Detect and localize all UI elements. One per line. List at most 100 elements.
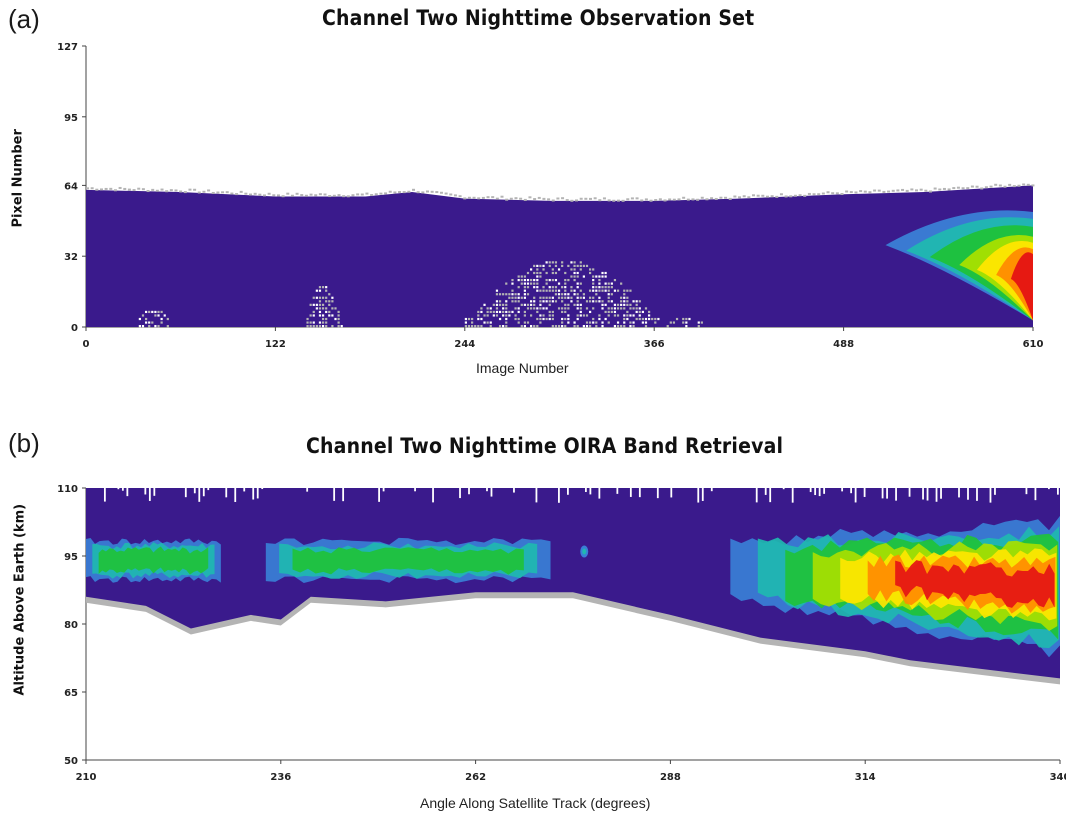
boundary-noise-a	[588, 197, 592, 200]
top-edge-spike-b	[144, 487, 147, 495]
boundary-noise-a	[262, 194, 266, 197]
boundary-noise-a	[272, 194, 276, 197]
boundary-noise-a	[449, 193, 453, 196]
top-edge-spike-b	[153, 487, 156, 496]
boundary-noise-a	[807, 192, 811, 195]
boundary-noise-a	[980, 187, 984, 190]
boundary-noise-a	[928, 190, 932, 193]
boundary-noise-a	[230, 192, 234, 195]
top-edge-spike-b	[513, 487, 515, 493]
boundary-noise-a	[626, 198, 630, 201]
top-edge-spike-b	[710, 487, 713, 492]
boundary-noise-a	[491, 196, 495, 199]
boundary-noise-a	[309, 193, 313, 196]
boundary-noise-a	[924, 189, 928, 192]
boundary-noise-a	[374, 193, 378, 196]
top-edge-spike-b	[103, 487, 106, 502]
top-edge-spike-b	[926, 487, 929, 501]
boundary-noise-a	[887, 190, 891, 193]
boundary-noise-a	[598, 199, 602, 202]
band-layer-b-2-6	[895, 560, 1055, 608]
noise-region-a-3	[666, 317, 703, 328]
panel-label-a: (a)	[8, 4, 40, 34]
boundary-noise-a	[863, 190, 867, 193]
boundary-noise-a	[644, 198, 648, 201]
x-tick-label-a-1: 122	[265, 339, 286, 350]
boundary-noise-a	[155, 189, 159, 192]
boundary-noise-a	[314, 194, 318, 197]
boundary-noise-a	[188, 188, 192, 191]
boundary-noise-a	[1003, 185, 1007, 188]
boundary-noise-a	[202, 190, 206, 193]
boundary-noise-a	[244, 192, 248, 195]
boundary-noise-a	[1017, 184, 1021, 187]
boundary-noise-a	[831, 192, 835, 195]
boundary-noise-a	[915, 189, 919, 192]
boundary-noise-a	[635, 197, 639, 200]
x-tick-label-a-3: 366	[644, 339, 665, 350]
top-edge-spike-b	[994, 487, 996, 495]
boundary-noise-a	[141, 188, 145, 191]
noise-region-a-2	[464, 261, 660, 328]
top-edge-spike-b	[881, 487, 884, 499]
boundary-noise-a	[961, 187, 965, 190]
top-edge-spike-b	[908, 487, 911, 497]
boundary-noise-a	[826, 191, 830, 194]
boundary-noise-a	[318, 193, 322, 196]
boundary-noise-a	[421, 191, 425, 194]
boundary-noise-a	[901, 188, 905, 191]
boundary-noise-a	[127, 188, 131, 191]
top-edge-spike-b	[198, 487, 201, 502]
top-edge-spike-b	[818, 487, 821, 497]
boundary-noise-a	[500, 195, 504, 198]
boundary-noise-a	[910, 188, 914, 191]
band-segment-b-1	[265, 537, 551, 584]
boundary-noise-a	[719, 196, 723, 199]
band-segment-b-2	[730, 515, 1060, 658]
top-edge-spike-b	[126, 487, 129, 497]
boundary-noise-a	[798, 194, 802, 197]
background-field-a	[86, 185, 1033, 327]
heatmap-chart-a: 0 122 244 366 488 610 0 32 64 95 127	[57, 42, 1043, 350]
top-edge-spike-b	[1057, 487, 1059, 495]
top-edge-spike-b	[1034, 487, 1037, 501]
boundary-noise-a	[1008, 183, 1012, 186]
boundary-noise-a	[793, 194, 797, 197]
x-axis-label-b: Angle Along Satellite Track (degrees)	[420, 795, 651, 811]
boundary-noise-a	[658, 198, 662, 201]
boundary-noise-a	[616, 199, 620, 202]
boundary-noise-a	[593, 197, 597, 200]
boundary-noise-a	[654, 199, 658, 202]
boundary-noise-a	[1026, 183, 1030, 186]
boundary-noise-a	[761, 194, 765, 197]
boundary-noise-a	[933, 187, 937, 190]
boundary-noise-a	[896, 189, 900, 192]
band-segment-b-0	[86, 537, 221, 583]
boundary-noise-a	[1022, 183, 1026, 186]
noise-region-a-1	[306, 286, 343, 328]
boundary-noise-a	[276, 194, 280, 197]
boundary-noise-a	[696, 198, 700, 201]
y-tick-label-b-1: 65	[64, 688, 78, 699]
top-edge-spike-b	[823, 487, 826, 494]
boundary-noise-a	[467, 196, 471, 199]
x-tick-label-b-4: 314	[855, 772, 876, 783]
boundary-noise-a	[700, 196, 704, 199]
boundary-noise-a	[328, 195, 332, 198]
boundary-noise-a	[668, 198, 672, 201]
noise-region-a-0	[138, 310, 169, 328]
x-axis-label-a: Image Number	[476, 360, 569, 376]
top-edge-spike-b	[989, 487, 992, 503]
boundary-noise-a	[542, 197, 546, 200]
x-tick-label-a-4: 488	[833, 339, 854, 350]
top-edge-spike-b	[414, 487, 416, 492]
isolated-blob-core-b	[582, 548, 587, 555]
boundary-noise-a	[197, 191, 201, 194]
boundary-noise-a	[905, 189, 909, 192]
top-edge-spike-b	[782, 487, 785, 490]
top-edge-spike-b	[225, 487, 228, 498]
boundary-noise-a	[169, 189, 173, 192]
top-edge-spike-b	[638, 487, 641, 498]
boundary-noise-a	[682, 196, 686, 199]
